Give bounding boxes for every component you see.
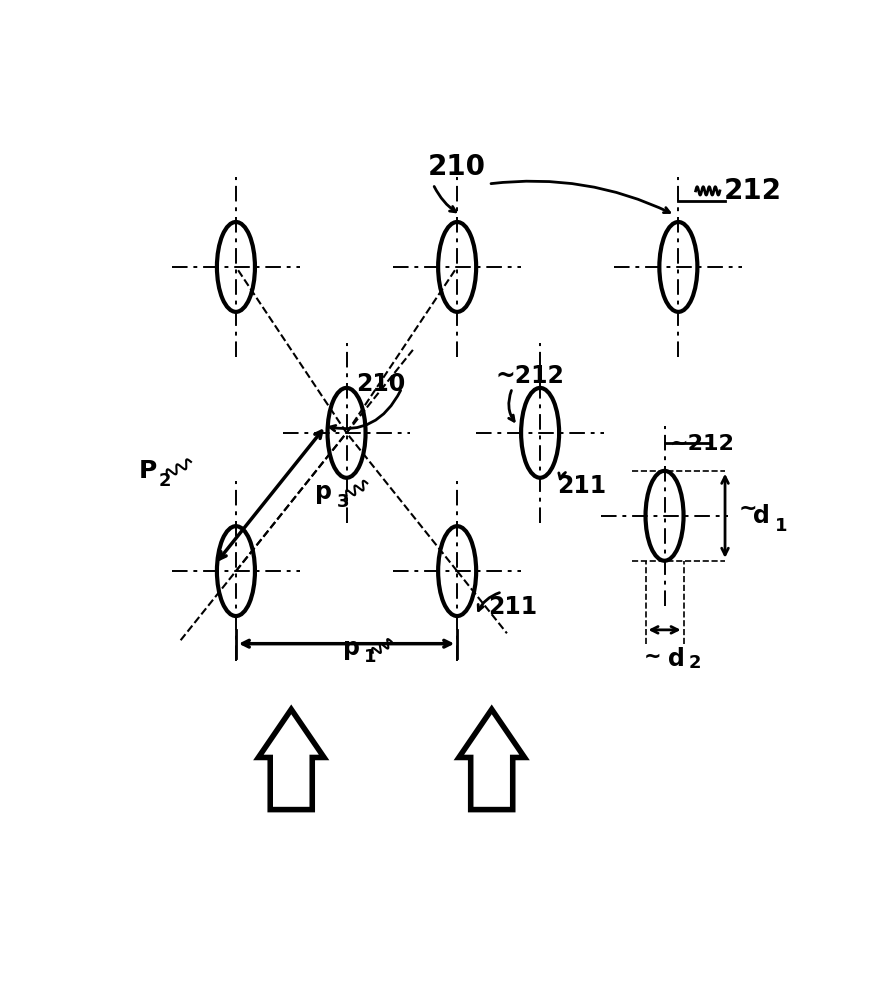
Text: 210: 210 (356, 373, 405, 397)
Text: 212: 212 (723, 177, 781, 205)
Text: p: p (343, 636, 360, 660)
Text: d: d (753, 504, 770, 528)
Text: 1: 1 (364, 648, 376, 666)
Text: ~: ~ (643, 647, 661, 667)
Text: P: P (139, 459, 157, 483)
Text: d: d (668, 647, 685, 671)
Text: 210: 210 (428, 152, 486, 181)
Text: p: p (316, 479, 333, 504)
Text: 1: 1 (775, 517, 788, 535)
Text: 3: 3 (337, 493, 350, 511)
Text: 2: 2 (689, 654, 701, 672)
Text: 211: 211 (558, 474, 607, 498)
Polygon shape (259, 710, 324, 809)
Text: ~: ~ (739, 499, 757, 519)
Text: 2: 2 (159, 472, 171, 490)
Text: 211: 211 (488, 595, 537, 619)
Text: ~212: ~212 (495, 364, 564, 388)
Text: ~212: ~212 (670, 433, 735, 453)
Polygon shape (458, 710, 524, 809)
